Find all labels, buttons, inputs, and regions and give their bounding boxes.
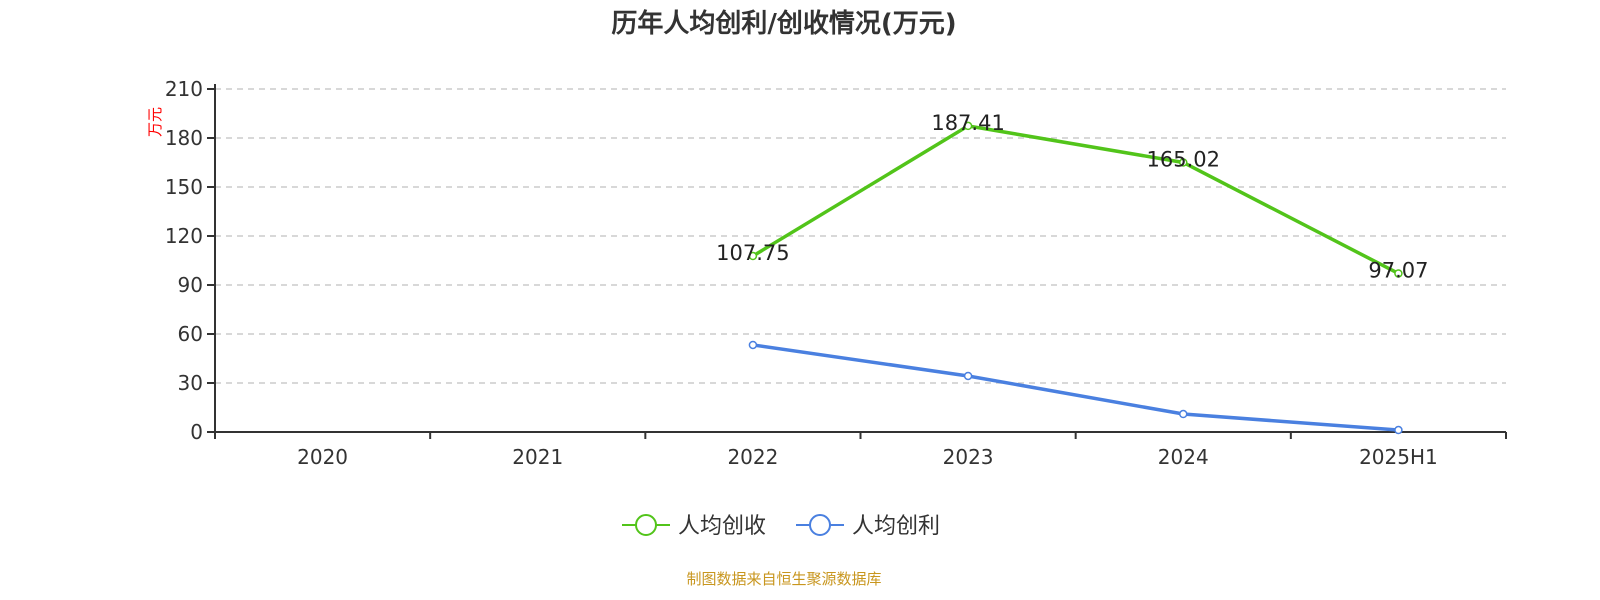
y-axis-label: 万元: [146, 107, 164, 137]
y-tick-label: 30: [178, 371, 203, 395]
data-point[interactable]: [748, 340, 758, 350]
y-tick-label: 0: [190, 420, 203, 444]
y-tick-label: 150: [165, 175, 203, 199]
series-line-0: [752, 124, 1400, 276]
data-label: 187.41: [931, 111, 1004, 135]
y-tick-label: 210: [165, 77, 203, 101]
x-tick-label: 2020: [297, 445, 348, 469]
legend-item-1[interactable]: 人均创利: [796, 514, 940, 539]
legend-label: 人均创收: [678, 514, 766, 539]
legend-label: 人均创利: [852, 514, 940, 539]
data-point[interactable]: [963, 371, 973, 381]
x-tick-label: 2022: [727, 445, 778, 469]
data-label: 165.02: [1147, 147, 1220, 171]
data-point[interactable]: [748, 251, 758, 261]
data-point[interactable]: [1179, 409, 1188, 419]
y-tick-label: 120: [165, 224, 203, 248]
x-tick-label: 2024: [1158, 445, 1209, 469]
data-label: 107.75: [716, 241, 789, 265]
data-label: 97.07: [1368, 258, 1428, 282]
x-tick-label: 2021: [512, 445, 563, 469]
legend-marker-icon: [809, 514, 831, 536]
data-point[interactable]: [1394, 269, 1403, 278]
legend-marker-icon: [635, 514, 657, 536]
data-point[interactable]: [1179, 158, 1188, 167]
y-tick-label: 60: [178, 322, 203, 346]
y-tick-label: 180: [165, 126, 203, 150]
chart-title: 历年人均创利/创收情况(万元): [611, 8, 956, 39]
x-tick-label: 2025H1: [1359, 445, 1438, 469]
x-tick-label: 2023: [943, 445, 994, 469]
legend-item-0[interactable]: 人均创收: [622, 514, 766, 539]
series-line-1: [752, 343, 1399, 432]
y-tick-label: 90: [178, 273, 203, 297]
data-point[interactable]: [963, 121, 973, 131]
source-note: 制图数据来自恒生聚源数据库: [686, 570, 881, 588]
data-point[interactable]: [1394, 425, 1403, 435]
